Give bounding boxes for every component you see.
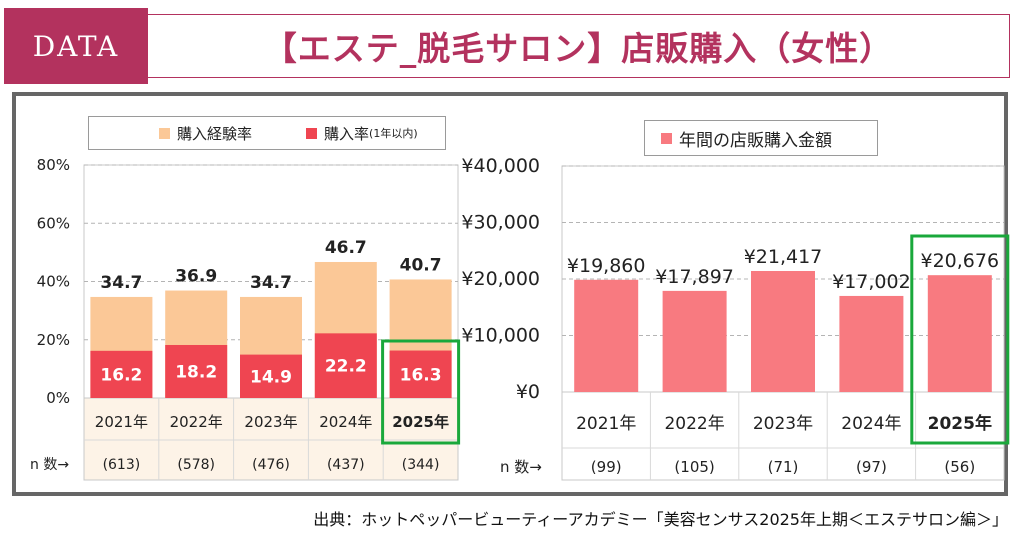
right-ytick-label: ¥10,000 xyxy=(461,325,540,347)
bar-rate xyxy=(389,350,452,398)
data-label-amount: ¥20,676 xyxy=(921,250,1000,272)
right-category-label: 2025年 xyxy=(928,413,992,434)
bar-amount xyxy=(839,295,904,392)
left-category-table xyxy=(83,397,459,481)
right-n-value: (105) xyxy=(674,458,714,476)
data-label-rate: 14.9 xyxy=(250,367,292,387)
right-n-value: (97) xyxy=(856,458,887,476)
data-label-experience: 36.9 xyxy=(175,267,217,287)
left-ytick-label: 80% xyxy=(37,156,70,174)
right-ytick-label: ¥20,000 xyxy=(461,268,540,290)
header: DATA 【エステ_脱毛サロン】店販購入（女性） xyxy=(0,0,1024,88)
legend-right: 年間の店販購入金額 xyxy=(644,120,878,156)
data-label-rate: 16.3 xyxy=(400,365,442,385)
data-label-amount: ¥19,860 xyxy=(567,255,646,277)
left-n-value: (613) xyxy=(103,457,141,473)
data-label-amount: ¥21,417 xyxy=(744,246,823,268)
left-n-value: (578) xyxy=(177,457,215,473)
data-label-rate: 22.2 xyxy=(325,357,367,377)
left-n-value: (437) xyxy=(327,457,365,473)
bar-rate xyxy=(165,344,228,398)
left-n-label: n 数→ xyxy=(30,457,69,473)
right-ytick-label: ¥40,000 xyxy=(461,155,540,177)
right-n-value: (71) xyxy=(768,458,799,476)
right-category-table xyxy=(561,391,1005,481)
right-category-label: 2023年 xyxy=(753,414,813,434)
legend-item-rate: 購入率 (1年以内) xyxy=(306,123,418,144)
left-ytick-label: 40% xyxy=(37,273,70,291)
page-title: 【エステ_脱毛サロン】店販購入（女性） xyxy=(263,29,894,68)
bar-rate xyxy=(240,354,302,398)
bar-rate xyxy=(90,350,153,398)
legend-swatch-rate xyxy=(306,127,318,139)
left-n-value: (476) xyxy=(252,457,290,473)
legend-swatch-experience xyxy=(159,127,170,139)
data-badge: DATA xyxy=(4,8,148,84)
right-highlight-box xyxy=(910,234,1010,445)
bar-amount xyxy=(751,270,815,392)
bar-amount xyxy=(927,275,992,392)
bar-amount xyxy=(574,279,639,392)
right-n-value: (56) xyxy=(944,458,975,476)
data-label-experience: 40.7 xyxy=(400,255,442,275)
data-label-experience: 34.7 xyxy=(250,273,292,293)
left-category-label: 2023年 xyxy=(244,413,297,431)
data-label-rate: 18.2 xyxy=(175,362,217,382)
left-ytick-label: 20% xyxy=(37,331,70,349)
legend-item-experience: 購入経験率 xyxy=(159,123,252,144)
right-category-label: 2024年 xyxy=(841,414,901,434)
legend-label-amount: 年間の店販購入金額 xyxy=(679,130,832,151)
left-category-label: 2021年 xyxy=(95,413,148,431)
left-n-value: (344) xyxy=(402,457,440,473)
right-ytick-label: ¥30,000 xyxy=(461,212,540,234)
left-ytick-label: 60% xyxy=(37,214,70,232)
right-n-label: n 数→ xyxy=(500,458,542,476)
data-label-amount: ¥17,002 xyxy=(832,271,911,293)
left-category-label: 2025年 xyxy=(392,413,449,431)
bar-amount xyxy=(662,290,727,392)
legend-note-rate: (1年以内) xyxy=(369,127,418,140)
legend-label-experience: 購入経験率 xyxy=(177,124,253,143)
legend-item-amount: 年間の店販購入金額 xyxy=(661,126,832,151)
data-label-experience: 46.7 xyxy=(325,238,367,258)
data-label-amount: ¥17,897 xyxy=(655,266,734,288)
right-n-value: (99) xyxy=(591,458,622,476)
right-category-label: 2022年 xyxy=(664,414,724,434)
right-ytick-label: ¥0 xyxy=(516,381,540,403)
legend-left: 購入経験率 購入率 (1年以内) xyxy=(88,116,446,150)
data-label-experience: 34.7 xyxy=(100,273,142,293)
title-box: 【エステ_脱毛サロン】店販購入（女性） xyxy=(148,14,1010,78)
legend-swatch-amount xyxy=(661,132,672,144)
data-label-rate: 16.2 xyxy=(100,365,142,385)
left-category-label: 2024年 xyxy=(319,413,372,431)
right-category-label: 2021年 xyxy=(576,414,636,434)
left-highlight-box xyxy=(381,339,461,445)
source-note: 出典：ホットペッパービューティーアカデミー「美容センサス2025年上期＜エステサ… xyxy=(313,510,1008,529)
legend-label-rate: 購入率 xyxy=(324,124,370,143)
left-ytick-label: 0% xyxy=(46,389,70,407)
bar-rate xyxy=(314,333,377,398)
left-category-label: 2022年 xyxy=(170,413,223,431)
